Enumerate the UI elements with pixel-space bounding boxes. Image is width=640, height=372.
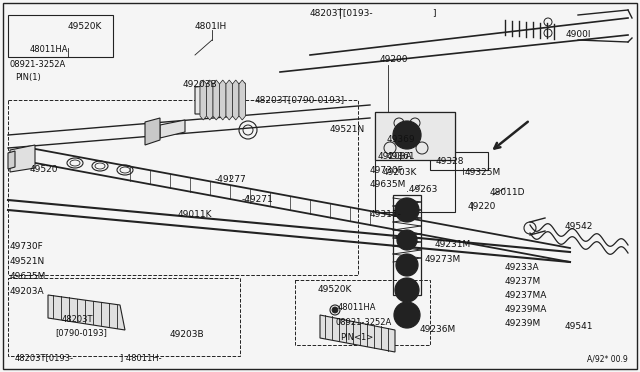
Text: PIN(1): PIN(1) (15, 73, 41, 82)
Circle shape (394, 302, 420, 328)
Bar (8, 15, 113, 57)
Text: 49361: 49361 (387, 152, 415, 161)
Text: 49220: 49220 (468, 202, 497, 211)
Text: 08921-3252A: 08921-3252A (336, 318, 392, 327)
Text: PIN<1>: PIN<1> (340, 333, 373, 342)
Polygon shape (207, 80, 213, 120)
Bar (430, 152, 488, 170)
Circle shape (395, 278, 419, 302)
Text: 49011K: 49011K (178, 210, 212, 219)
Text: 08921-3252A: 08921-3252A (10, 60, 67, 69)
Text: 49237MA: 49237MA (505, 291, 547, 300)
Text: 49273M: 49273M (425, 255, 461, 264)
Text: 48203T[0193-: 48203T[0193- (310, 8, 374, 17)
Text: 49203A: 49203A (378, 152, 413, 161)
Text: 48203T[0193-: 48203T[0193- (15, 353, 74, 362)
Circle shape (395, 198, 419, 222)
Bar (393, 195, 421, 295)
Circle shape (332, 307, 338, 313)
Polygon shape (160, 120, 185, 138)
Text: 49521N: 49521N (330, 125, 365, 134)
Bar (8, 278, 240, 356)
Text: 49311-: 49311- (370, 210, 402, 219)
Text: 49520K: 49520K (318, 285, 353, 294)
Text: 49520: 49520 (30, 165, 58, 174)
Polygon shape (48, 295, 125, 330)
Text: 49203A: 49203A (10, 287, 45, 296)
Polygon shape (320, 315, 395, 352)
Circle shape (393, 121, 421, 149)
Text: 49521N: 49521N (10, 257, 45, 266)
Polygon shape (195, 83, 245, 114)
Text: 4801lH: 4801lH (195, 22, 227, 31)
Text: .49263: .49263 (406, 185, 437, 194)
Text: ] 48011H-: ] 48011H- (120, 353, 162, 362)
Text: 49203B: 49203B (170, 330, 205, 339)
Text: 49325M: 49325M (465, 168, 501, 177)
Text: 49328: 49328 (436, 157, 465, 166)
Polygon shape (239, 80, 246, 120)
Text: 49369: 49369 (387, 135, 415, 144)
Text: 49730F: 49730F (370, 166, 404, 175)
Circle shape (397, 230, 417, 250)
Polygon shape (226, 80, 232, 120)
Text: 49542: 49542 (565, 222, 593, 231)
Text: -49277: -49277 (215, 175, 247, 184)
Text: 49239MA: 49239MA (505, 305, 547, 314)
Bar (295, 280, 430, 345)
Text: 48203T[0790-0193]: 48203T[0790-0193] (255, 95, 345, 104)
Text: 48011HA: 48011HA (338, 303, 376, 312)
Text: 49239M: 49239M (505, 319, 541, 328)
Text: A/92* 00.9: A/92* 00.9 (588, 355, 628, 364)
Polygon shape (375, 112, 455, 160)
Text: 49203B: 49203B (183, 80, 218, 89)
Text: ]: ] (432, 8, 435, 17)
Text: 49730F: 49730F (10, 242, 44, 251)
Text: 49237M: 49237M (505, 277, 541, 286)
Text: 49541: 49541 (565, 322, 593, 331)
Text: 49203K: 49203K (383, 168, 417, 177)
Bar (8, 100, 358, 275)
Text: 49635M: 49635M (10, 272, 46, 281)
Polygon shape (10, 145, 35, 172)
Text: 48011D: 48011D (490, 188, 525, 197)
Text: 49200: 49200 (380, 55, 408, 64)
Text: 49233A: 49233A (505, 263, 540, 272)
Polygon shape (213, 80, 220, 120)
Polygon shape (220, 80, 226, 120)
Polygon shape (200, 80, 207, 120)
Text: -49271: -49271 (242, 195, 274, 204)
Text: 49236M: 49236M (420, 325, 456, 334)
Text: 4900l: 4900l (566, 30, 591, 39)
Text: 49635M: 49635M (370, 180, 406, 189)
Bar (375, 112, 455, 212)
Text: 48011HA: 48011HA (30, 45, 68, 54)
Polygon shape (232, 80, 239, 120)
Text: [0790-0193]: [0790-0193] (55, 328, 107, 337)
Polygon shape (8, 151, 15, 169)
Text: 49231M: 49231M (435, 240, 471, 249)
Text: 49520K: 49520K (68, 22, 102, 31)
Text: 48203T: 48203T (62, 315, 93, 324)
Polygon shape (145, 118, 160, 145)
Circle shape (396, 254, 418, 276)
